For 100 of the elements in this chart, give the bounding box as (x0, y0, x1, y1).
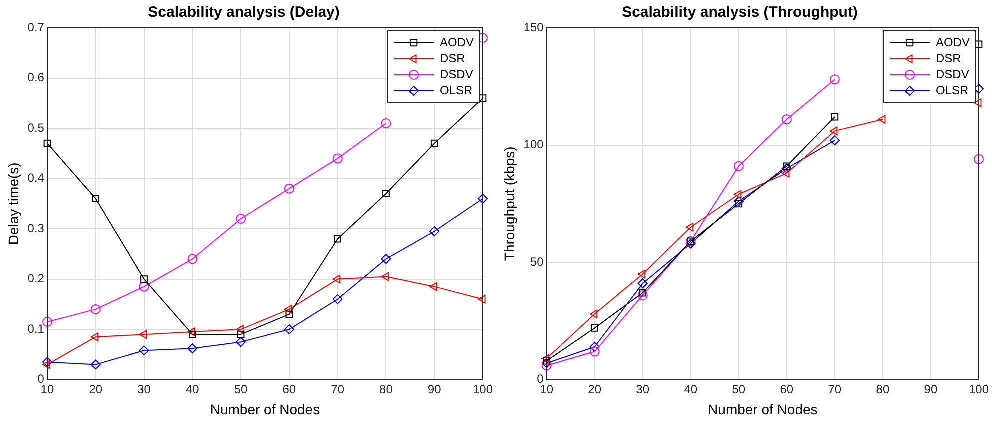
point (734, 190, 742, 199)
legend-label: DSDV (440, 67, 474, 82)
x-tick-label: 30 (138, 382, 152, 396)
legend-label: DSR (440, 51, 466, 66)
legend-label: DSR (936, 51, 962, 66)
point (139, 346, 150, 356)
chart-title: Scalability analysis (Throughput) (622, 4, 858, 22)
point (638, 278, 648, 289)
y-tick-label: 0.4 (28, 171, 45, 186)
point (543, 357, 551, 365)
point (92, 195, 100, 203)
point (90, 304, 101, 314)
point (783, 162, 791, 170)
x-tick-label: 90 (924, 382, 938, 396)
point (782, 164, 792, 174)
point (284, 184, 294, 194)
point (830, 126, 838, 136)
point (188, 328, 196, 336)
point (42, 357, 52, 368)
chart-title: Scalability analysis (Delay) (148, 4, 340, 22)
point (139, 330, 148, 339)
point (542, 354, 550, 364)
point (236, 214, 246, 224)
point (590, 346, 600, 357)
point (332, 294, 343, 304)
point (90, 332, 99, 342)
y-tick-label: 50 (530, 254, 544, 269)
x-tick-label: 30 (636, 382, 650, 396)
point (974, 98, 982, 108)
x-tick-label: 40 (186, 382, 200, 396)
x-tick-label: 20 (89, 382, 103, 396)
point (430, 140, 438, 148)
point (236, 337, 246, 348)
x-tick-label: 60 (780, 382, 794, 396)
y-tick-label: 100 (524, 138, 544, 152)
point (638, 270, 646, 279)
point (236, 325, 244, 334)
point (284, 324, 294, 335)
point (542, 358, 552, 368)
point (782, 169, 790, 178)
point (542, 360, 552, 371)
point (686, 238, 696, 249)
x-tick-label: 100 (472, 382, 494, 396)
point (286, 310, 294, 318)
x-tick-label: 60 (282, 382, 296, 396)
point (478, 194, 488, 204)
y-tick-label: 0.5 (28, 120, 45, 135)
x-tick-label: 40 (684, 382, 698, 396)
point (188, 330, 196, 338)
x-axis-title: Number of Nodes (210, 401, 320, 418)
y-axis-title: Delay time(s) (5, 162, 22, 246)
x-axis-title: Number of Nodes (708, 401, 818, 418)
point (686, 222, 694, 232)
point (284, 305, 292, 314)
legend-label: AODV (936, 35, 970, 50)
x-tick-label: 70 (828, 382, 842, 396)
point (188, 254, 198, 264)
point (478, 294, 486, 304)
point (90, 360, 101, 370)
point (831, 113, 839, 121)
y-tick-label: 0.2 (28, 272, 45, 286)
point (139, 282, 150, 292)
point (381, 254, 392, 264)
y-tick-label: 0.7 (28, 20, 45, 34)
y-tick-label: 0.3 (28, 221, 45, 236)
x-tick-label: 70 (331, 382, 345, 396)
x-tick-label: 100 (968, 382, 990, 396)
x-tick-label: 80 (876, 382, 890, 396)
x-tick-label: 50 (732, 382, 746, 396)
point (332, 274, 341, 284)
point (734, 161, 744, 172)
point (381, 272, 389, 282)
y-tick-label: 0.6 (28, 70, 45, 85)
point (735, 200, 743, 208)
point (639, 289, 647, 297)
point (430, 282, 438, 292)
point (830, 136, 840, 146)
point (188, 344, 198, 354)
x-tick-label: 20 (588, 382, 602, 396)
point (590, 342, 600, 352)
y-tick-label: 150 (524, 20, 544, 34)
x-tick-label: 80 (380, 382, 394, 396)
point (974, 154, 984, 164)
point (782, 114, 792, 124)
x-tick-label: 90 (428, 382, 442, 396)
point (332, 154, 343, 164)
point (382, 190, 390, 198)
point (140, 276, 148, 283)
x-tick-label: 50 (234, 382, 248, 396)
legend-label: OLSR (936, 83, 969, 98)
point (734, 196, 744, 207)
point (638, 290, 648, 300)
point (42, 317, 52, 328)
point (878, 115, 886, 124)
y-tick-label: 0.1 (28, 322, 45, 336)
point (590, 310, 598, 319)
point (381, 118, 392, 128)
legend-label: DSDV (936, 67, 970, 82)
point (237, 330, 245, 338)
legend-label: OLSR (440, 83, 473, 98)
